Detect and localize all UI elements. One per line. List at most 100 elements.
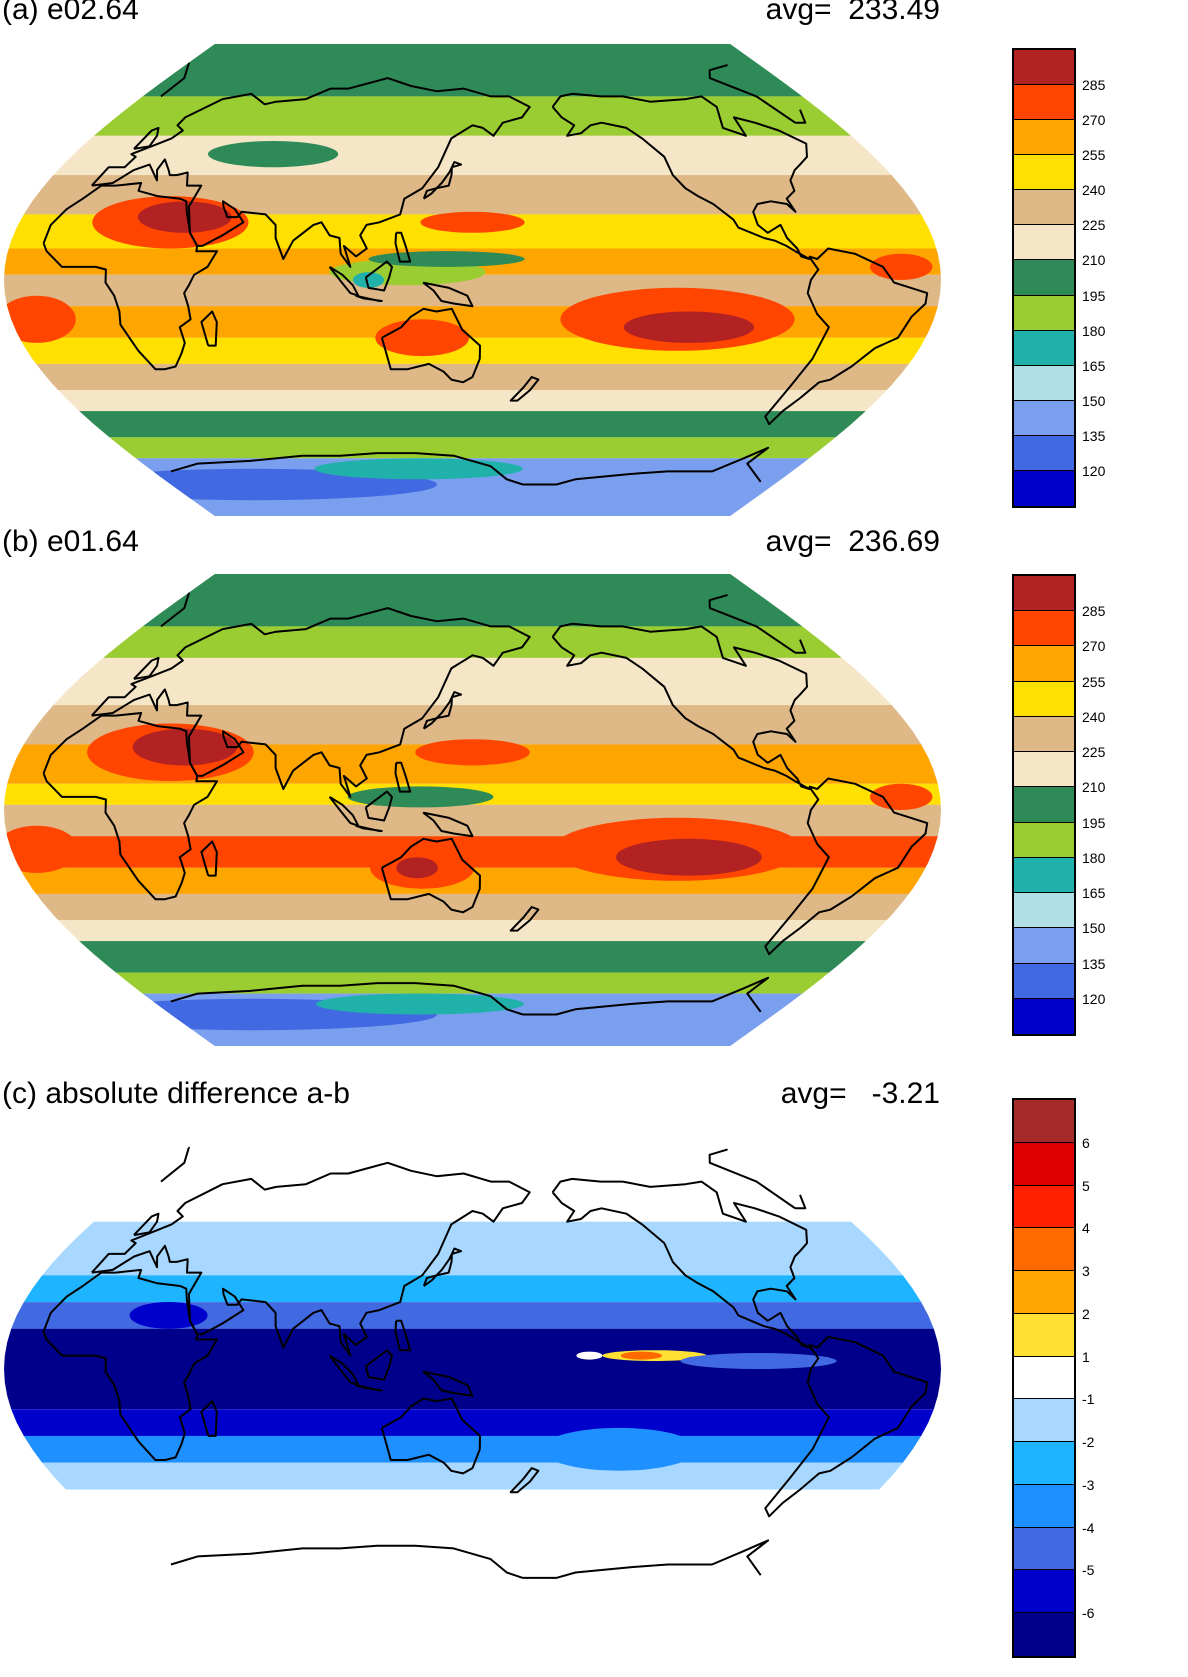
colorbar-swatch (1014, 716, 1074, 753)
field-anomaly (870, 253, 933, 280)
colorbar-swatch (1014, 1527, 1074, 1571)
colorbar-tick-label: 150 (1082, 392, 1106, 409)
coastline (364, 1349, 393, 1381)
field-band (4, 1328, 941, 1410)
colorbar-swatch (1014, 85, 1074, 121)
colorbar-tick-label: 225 (1082, 744, 1106, 761)
field-anomaly (137, 201, 232, 233)
field-anomaly (129, 1302, 208, 1329)
colorbar-swatch (1014, 1313, 1074, 1357)
colorbar-swatch (1014, 1484, 1074, 1528)
field-anomaly (420, 211, 525, 233)
field-band (4, 306, 941, 338)
panel-title: (c) absolute difference a-b (2, 1077, 350, 1110)
field-band (4, 626, 941, 658)
colorbar-swatch (1014, 822, 1074, 858)
coastline (380, 307, 481, 384)
panel-average: avg= 233.49 (765, 0, 940, 26)
colorbar-tick-label: 210 (1082, 252, 1106, 269)
field-anomaly (352, 272, 384, 288)
field-anomaly (870, 783, 933, 810)
field-band (4, 1435, 941, 1463)
colorbar-tick-label: 195 (1082, 287, 1106, 304)
field-anomaly (4, 295, 76, 343)
coastline (355, 824, 383, 832)
coastline (355, 1384, 383, 1392)
field-band (4, 1409, 941, 1436)
map-panel-c (4, 1128, 941, 1610)
panel-c: (c) absolute difference a-b avg= -3.21 6… (0, 1077, 1188, 1677)
coastline (42, 182, 218, 371)
field-anomaly (208, 141, 339, 168)
colorbar-swatch (1014, 1142, 1074, 1186)
coastlines (42, 62, 929, 486)
field-anomaly (576, 1351, 603, 1360)
coastline (394, 1319, 412, 1352)
panel-b: (b) e01.64 avg= 236.69 285 270 255 240 225 21… (0, 525, 1188, 1052)
colorbar-tick-label: 5 (1082, 1177, 1090, 1194)
coastline (422, 811, 474, 838)
coastline (42, 1268, 218, 1461)
colorbar-swatch (1014, 295, 1074, 331)
field-band (4, 44, 941, 97)
field-anomaly (375, 319, 470, 357)
field-band (4, 941, 941, 973)
coastline (160, 1146, 807, 1210)
colorbar-tick-label: 150 (1082, 920, 1106, 937)
coastlines (42, 1146, 929, 1579)
coastline (200, 310, 218, 347)
colorbar-tick-label: -3 (1082, 1476, 1095, 1493)
field-anomaly (620, 1351, 663, 1360)
colorbar-tick-label: -5 (1082, 1562, 1095, 1579)
coastline (200, 840, 218, 877)
coastline (394, 231, 412, 263)
field-band (4, 920, 941, 942)
coastline (764, 777, 929, 956)
colorbar-tick-label: -4 (1082, 1519, 1095, 1536)
coastline (91, 607, 531, 798)
coastline (133, 1212, 160, 1237)
field-band (4, 1489, 941, 1610)
map-field (4, 1128, 941, 1610)
colorbar-swatch (1014, 470, 1074, 506)
field-band (4, 972, 941, 994)
colorbar-tick-label: 210 (1082, 779, 1106, 796)
colorbar-tick-label: 1 (1082, 1348, 1090, 1365)
colorbar-tick-label: 255 (1082, 673, 1106, 690)
colorbar-a (1012, 48, 1076, 508)
colorbar-swatch (1014, 225, 1074, 261)
colorbar-b (1012, 574, 1076, 1036)
colorbar-swatch (1014, 1271, 1074, 1314)
field-band (4, 274, 941, 307)
colorbar-swatch (1014, 435, 1074, 471)
colorbar-tick-label: 2 (1082, 1305, 1090, 1322)
map-field (4, 44, 941, 516)
colorbar-swatch (1014, 752, 1074, 788)
colorbar-tick-label: 4 (1082, 1220, 1090, 1237)
colorbar-tick-label: 180 (1082, 849, 1106, 866)
colorbar-tick-label: 285 (1082, 603, 1106, 620)
panel-a: (a) e02.64 avg= 233.49 285 270 255 240 225 21… (0, 0, 1188, 520)
coastline (170, 976, 770, 1016)
colorbar-swatch (1014, 787, 1074, 823)
coastlines (42, 592, 929, 1016)
colorbar-c (1012, 1098, 1076, 1658)
field-anomaly (541, 1427, 698, 1471)
colorbar-swatch (1014, 190, 1074, 226)
panel-title: (b) e01.64 (2, 525, 139, 558)
colorbar-tick-label: 225 (1082, 217, 1106, 234)
colorbar-swatch (1014, 50, 1074, 86)
coastline (355, 294, 383, 302)
panel-title: (a) e02.64 (2, 0, 139, 26)
coastline (764, 1335, 929, 1518)
colorbar-tick-label: 3 (1082, 1263, 1090, 1280)
colorbar-swatch (1014, 1570, 1074, 1614)
colorbar-swatch (1014, 120, 1074, 156)
colorbar-swatch (1014, 611, 1074, 647)
coastline (200, 1400, 218, 1437)
colorbar-tick-label: 180 (1082, 322, 1106, 339)
colorbar-swatch (1014, 893, 1074, 929)
field-anomaly (680, 1353, 837, 1369)
coastline (170, 446, 770, 486)
coastline (422, 691, 463, 730)
